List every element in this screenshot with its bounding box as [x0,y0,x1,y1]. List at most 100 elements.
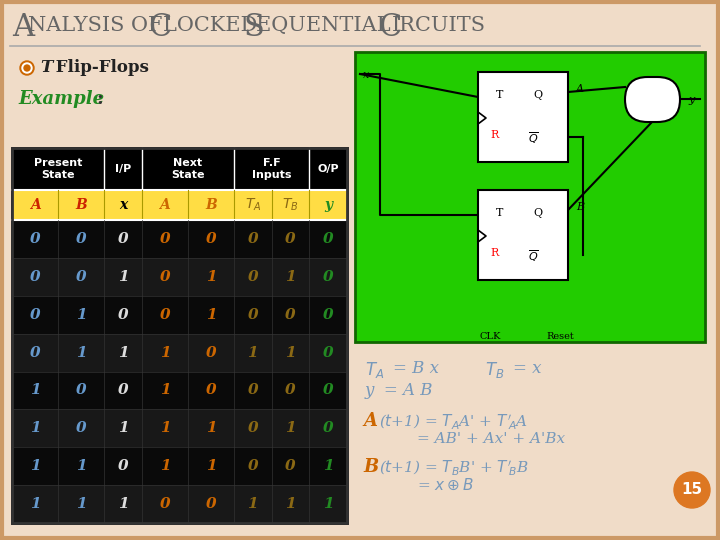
Circle shape [674,472,710,508]
Text: 1: 1 [285,421,296,435]
FancyBboxPatch shape [12,409,347,447]
FancyBboxPatch shape [12,296,347,334]
Text: 1: 1 [160,346,170,360]
Text: B: B [205,198,217,212]
FancyBboxPatch shape [12,220,347,258]
Text: $\overline{Q}$: $\overline{Q}$ [528,130,539,146]
Text: y: y [688,95,694,105]
Text: 0: 0 [323,270,333,284]
Text: 1: 1 [206,421,216,435]
Text: ($t$+1) = $T_A$A' + $T'\!_A$A: ($t$+1) = $T_A$A' + $T'\!_A$A [379,412,528,431]
Text: 1: 1 [117,270,128,284]
FancyBboxPatch shape [478,72,568,162]
FancyBboxPatch shape [478,190,568,280]
Text: 0: 0 [248,232,258,246]
Text: 0: 0 [323,383,333,397]
Text: 0: 0 [76,232,86,246]
Text: 1: 1 [76,346,86,360]
Text: 1: 1 [30,383,40,397]
Text: 0: 0 [248,308,258,322]
Text: O/P: O/P [318,164,339,174]
Text: 1: 1 [160,459,170,473]
Text: 0: 0 [30,346,40,360]
Text: 1: 1 [76,308,86,322]
Text: 0: 0 [248,421,258,435]
Text: y: y [324,198,332,212]
Text: = AB' + Ax' + A'Bx: = AB' + Ax' + A'Bx [417,432,565,446]
Text: S: S [244,12,265,43]
Text: Flip-Flops: Flip-Flops [50,59,149,77]
Text: IRCUITS: IRCUITS [392,16,486,35]
Text: 1: 1 [206,459,216,473]
Text: I/P: I/P [115,164,131,174]
Text: 1: 1 [206,308,216,322]
Text: 1: 1 [323,497,333,511]
Text: y  = A B: y = A B [365,382,433,399]
Text: B: B [363,458,378,476]
Text: C: C [148,12,171,43]
Text: ($t$+1) = $T_B$B' + $T'\!_B$B: ($t$+1) = $T_B$B' + $T'\!_B$B [379,458,528,477]
Text: 0: 0 [76,383,86,397]
Text: 0: 0 [117,308,128,322]
FancyBboxPatch shape [12,447,347,485]
Text: F.F
Inputs: F.F Inputs [252,158,292,180]
Text: B: B [75,198,87,212]
Circle shape [24,65,30,71]
FancyBboxPatch shape [355,52,705,342]
Text: 1: 1 [30,497,40,511]
Text: T: T [496,208,503,218]
Text: 0: 0 [285,232,296,246]
Text: x: x [119,198,127,212]
FancyBboxPatch shape [12,148,347,523]
FancyBboxPatch shape [12,258,347,296]
Text: 0: 0 [206,232,216,246]
Text: 0: 0 [76,421,86,435]
Text: 15: 15 [681,483,703,497]
Text: 1: 1 [76,497,86,511]
Text: A: A [30,198,40,212]
FancyBboxPatch shape [12,372,347,409]
Text: EQUENTIAL: EQUENTIAL [256,16,397,35]
Text: 0: 0 [76,270,86,284]
Text: 1: 1 [285,497,296,511]
FancyBboxPatch shape [12,485,347,523]
FancyBboxPatch shape [12,334,347,372]
Text: 0: 0 [248,459,258,473]
Text: 1: 1 [117,497,128,511]
Text: 1: 1 [117,346,128,360]
Text: 0: 0 [285,308,296,322]
Text: R: R [490,130,498,140]
Text: x: x [363,70,369,80]
Text: 1: 1 [76,459,86,473]
Text: 0: 0 [30,270,40,284]
Text: $\overline{Q}$: $\overline{Q}$ [528,248,539,264]
Text: 1: 1 [248,346,258,360]
Text: 1: 1 [160,383,170,397]
Text: C: C [378,12,401,43]
Text: 0: 0 [160,308,170,322]
Circle shape [22,63,32,73]
Text: 1: 1 [160,421,170,435]
Text: 0: 0 [206,497,216,511]
Text: A: A [363,412,377,430]
Text: A: A [159,198,170,212]
Text: A: A [12,12,34,43]
Text: 0: 0 [248,270,258,284]
Text: :: : [96,90,103,108]
Text: CLK: CLK [480,332,500,341]
Text: 1: 1 [30,459,40,473]
Circle shape [20,61,34,75]
Text: 1: 1 [285,346,296,360]
Text: 0: 0 [248,383,258,397]
Text: 0: 0 [117,459,128,473]
Text: 1: 1 [323,459,333,473]
Text: $T_A$: $T_A$ [245,197,261,213]
Text: Q: Q [533,90,542,100]
Text: 0: 0 [30,232,40,246]
Text: = $x \oplus B$: = $x \oplus B$ [417,478,474,493]
Text: 1: 1 [285,270,296,284]
Text: $T_A$: $T_A$ [365,360,384,380]
Text: 0: 0 [160,232,170,246]
Text: $T_B$: $T_B$ [282,197,299,213]
Text: 0: 0 [323,308,333,322]
